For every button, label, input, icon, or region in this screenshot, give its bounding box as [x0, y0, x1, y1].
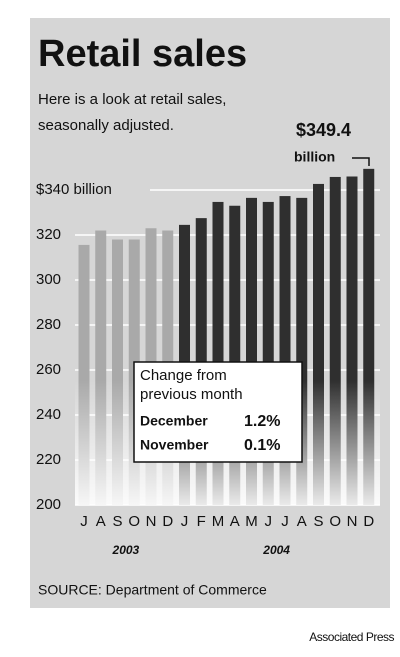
- info-box: [133, 361, 303, 463]
- x-tick-label: N: [146, 513, 157, 530]
- annotation: billion: [294, 149, 335, 165]
- info-box-value: 1.2%: [244, 413, 280, 430]
- bar: [313, 183, 324, 506]
- info-box-value: 0.1%: [244, 437, 280, 454]
- annotation-pointer: [352, 157, 370, 166]
- bar: [78, 244, 90, 505]
- info-box-label: November: [140, 437, 209, 453]
- x-tick-label: J: [281, 513, 289, 530]
- bar: [95, 230, 107, 505]
- bar: [363, 168, 375, 505]
- y-tick-label: 220: [36, 451, 61, 468]
- year-label: 2003: [112, 543, 140, 557]
- x-tick-label: D: [363, 513, 374, 530]
- x-tick-label: S: [313, 513, 323, 530]
- bar: [346, 176, 358, 505]
- x-tick-label: S: [112, 513, 122, 530]
- x-tick-label: J: [181, 513, 189, 530]
- x-tick-label: F: [197, 513, 206, 530]
- bar: [329, 176, 341, 505]
- bar: [279, 196, 291, 505]
- y-tick-label: 260: [36, 361, 61, 378]
- bar: [229, 205, 241, 505]
- credit: Associated Press: [309, 630, 394, 644]
- y-tick-label: 200: [36, 496, 61, 513]
- x-tick-label: O: [329, 513, 341, 530]
- bar: [112, 239, 123, 505]
- x-tick-label: A: [297, 513, 307, 530]
- y-tick-label: $340 billion: [36, 181, 112, 198]
- y-tick-label: 300: [36, 271, 61, 288]
- annotation: $349.4: [296, 120, 351, 140]
- source: SOURCE: Department of Commerce: [38, 582, 267, 598]
- chart-title: Retail sales: [38, 33, 247, 75]
- subtitle: seasonally adjusted.: [38, 117, 174, 134]
- x-tick-label: J: [265, 513, 273, 530]
- bar: [212, 201, 224, 506]
- bar: [296, 197, 308, 505]
- subtitle: Here is a look at retail sales,: [38, 91, 226, 108]
- bar: [246, 197, 257, 505]
- year-label: 2004: [262, 543, 290, 557]
- y-tick-label: 320: [36, 226, 61, 243]
- x-tick-label: M: [245, 513, 258, 530]
- bar: [262, 201, 274, 506]
- x-tick-label: A: [96, 513, 106, 530]
- x-tick-label: J: [80, 513, 88, 530]
- x-tick-label: D: [162, 513, 173, 530]
- y-tick-label: 240: [36, 406, 61, 423]
- info-box-title: Change from: [140, 367, 227, 384]
- x-tick-label: O: [128, 513, 140, 530]
- info-box-label: December: [140, 413, 208, 429]
- y-tick-label: 280: [36, 316, 61, 333]
- x-tick-label: M: [212, 513, 225, 530]
- x-tick-label: N: [347, 513, 358, 530]
- info-box-title: previous month: [140, 386, 243, 403]
- x-tick-label: A: [230, 513, 240, 530]
